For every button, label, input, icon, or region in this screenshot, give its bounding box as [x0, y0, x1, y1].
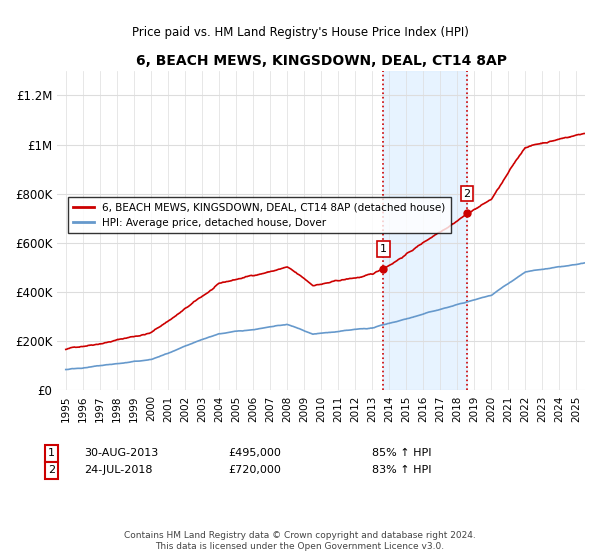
Text: 85% ↑ HPI: 85% ↑ HPI [372, 449, 431, 459]
Text: 30-AUG-2013: 30-AUG-2013 [84, 449, 158, 459]
Text: Contains HM Land Registry data © Crown copyright and database right 2024.
This d: Contains HM Land Registry data © Crown c… [124, 531, 476, 551]
Text: 24-JUL-2018: 24-JUL-2018 [84, 465, 152, 475]
Text: 2: 2 [48, 465, 55, 475]
Text: 1: 1 [380, 244, 387, 254]
Legend: 6, BEACH MEWS, KINGSDOWN, DEAL, CT14 8AP (detached house), HPI: Average price, d: 6, BEACH MEWS, KINGSDOWN, DEAL, CT14 8AP… [68, 198, 451, 233]
Bar [383, 71, 467, 390]
Title: 6, BEACH MEWS, KINGSDOWN, DEAL, CT14 8AP: 6, BEACH MEWS, KINGSDOWN, DEAL, CT14 8AP [136, 54, 506, 68]
Text: £495,000: £495,000 [228, 449, 281, 459]
Text: 83% ↑ HPI: 83% ↑ HPI [372, 465, 431, 475]
Text: 1: 1 [48, 449, 55, 459]
Text: £720,000: £720,000 [228, 465, 281, 475]
Text: Price paid vs. HM Land Registry's House Price Index (HPI): Price paid vs. HM Land Registry's House … [131, 26, 469, 39]
Text: 2: 2 [463, 189, 470, 199]
